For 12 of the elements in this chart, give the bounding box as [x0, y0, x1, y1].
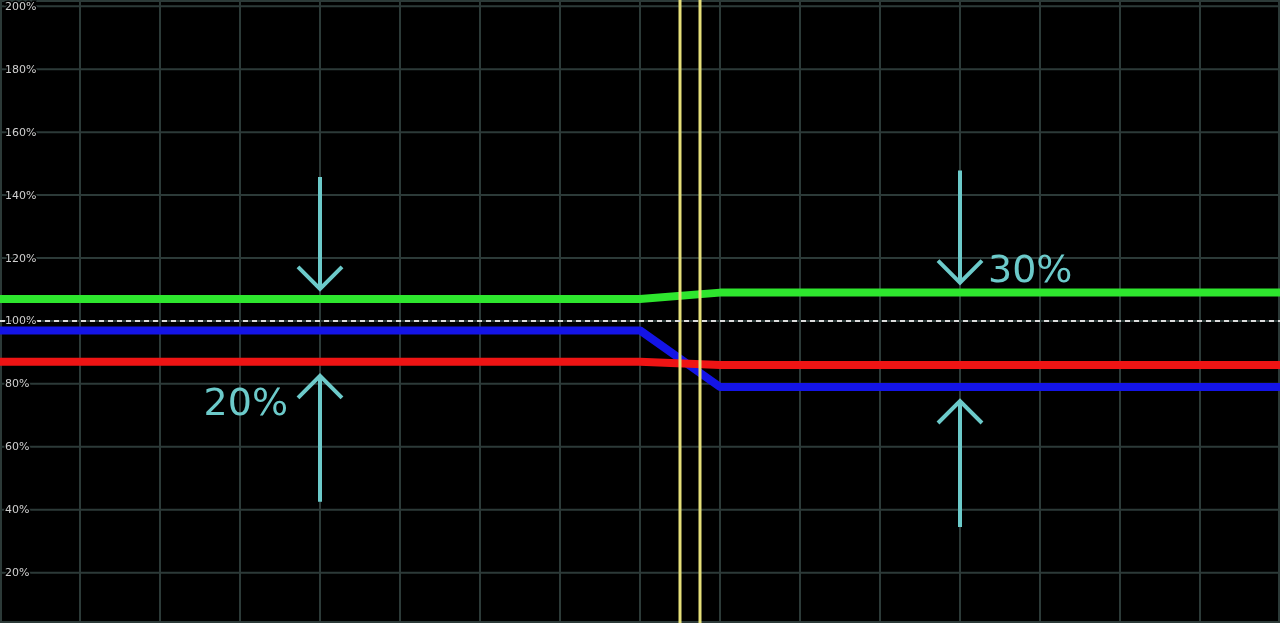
- y-tick-label: 200%: [5, 0, 37, 13]
- y-tick-label: 20%: [5, 566, 30, 580]
- y-tick-label: 160%: [5, 125, 37, 139]
- y-tick-label: 60%: [5, 440, 30, 454]
- annotation: 30%: [988, 246, 1073, 291]
- y-tick-label: 80%: [5, 377, 30, 391]
- y-tick-label: 40%: [5, 503, 30, 517]
- y-tick-label: 180%: [5, 62, 37, 76]
- y-tick-label: 140%: [5, 188, 37, 202]
- y-tick-label: 120%: [5, 251, 37, 265]
- annotation: 20%: [203, 379, 288, 424]
- y-tick-label: 100%: [5, 314, 37, 328]
